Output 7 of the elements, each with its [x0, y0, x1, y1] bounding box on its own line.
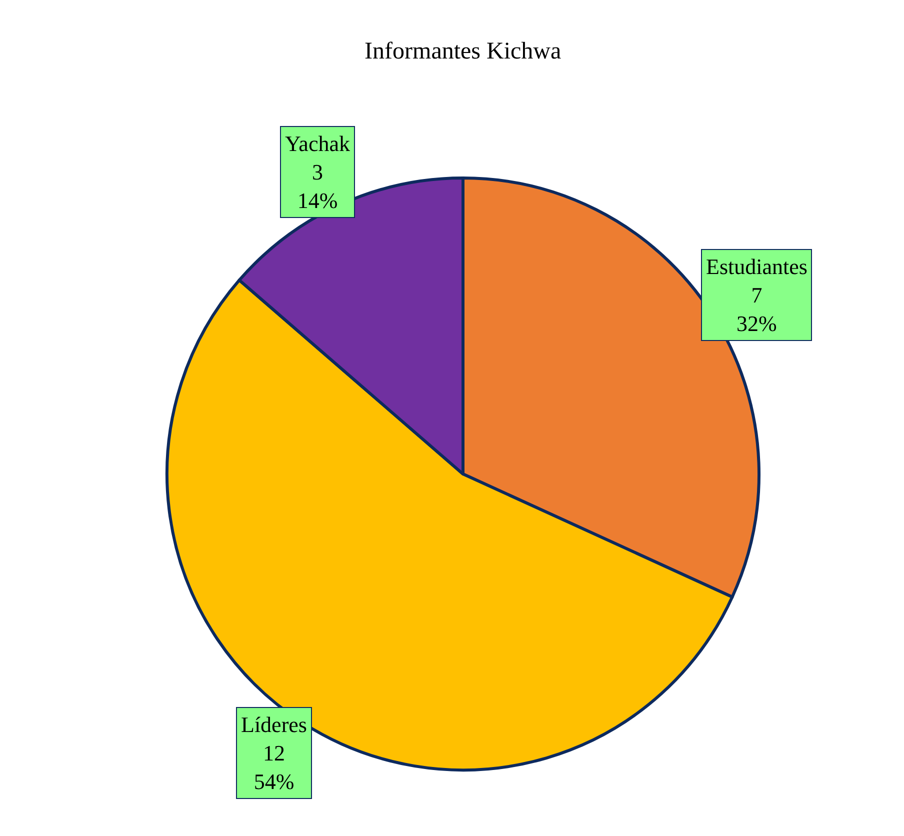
data-label: 3 14% — [297, 160, 338, 214]
data-label: 7 32% — [736, 282, 777, 336]
slice-label: Estudiantes — [706, 254, 808, 279]
slice-label: Líderes — [241, 712, 307, 737]
data-label: 12 54% — [254, 740, 294, 794]
slice-label: Yachak — [285, 131, 350, 156]
chart-title: Informantes Kichwa — [364, 38, 562, 64]
